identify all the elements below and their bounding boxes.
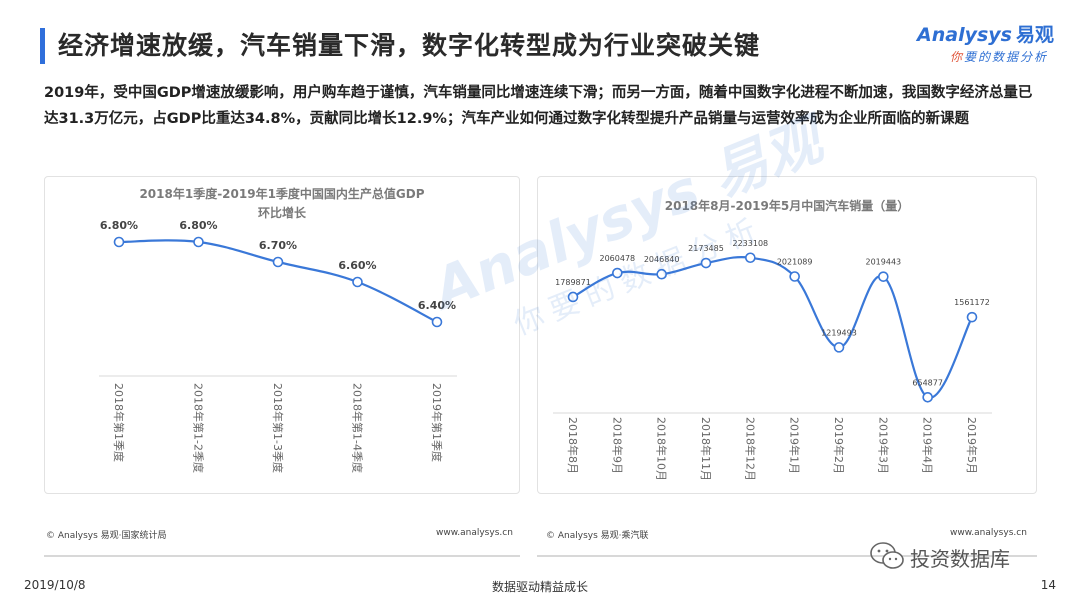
data-point bbox=[612, 267, 623, 279]
logo-chinese: 易观 bbox=[1015, 24, 1054, 46]
logo-english: Analysys bbox=[917, 24, 1012, 46]
data-point bbox=[922, 392, 933, 403]
data-point bbox=[567, 291, 579, 303]
x-tick-label: 2019年5月 bbox=[965, 417, 979, 474]
auto-sales-chart-panel: 2018年8月-2019年5月中国汽车销量（量） 1789871 2018年8月 2… bbox=[537, 176, 1037, 494]
wechat-icon bbox=[870, 542, 904, 569]
data-label: 6.80% bbox=[179, 219, 217, 232]
data-label: 2173485 bbox=[688, 244, 724, 253]
data-label: 2019443 bbox=[866, 258, 902, 267]
x-tick-label: 2018年9月 bbox=[610, 417, 624, 474]
data-point bbox=[656, 268, 667, 280]
x-tick-label: 2018年11月 bbox=[699, 417, 713, 481]
data-label: 2060478 bbox=[600, 254, 636, 263]
auto-sales-chart-site: www.analysys.cn bbox=[950, 528, 1027, 538]
gdp-chart-subtitle: 环比增长 bbox=[257, 206, 306, 220]
x-tick-label: 2018年第1-4季度 bbox=[351, 383, 365, 473]
wechat-badge: 投资数据库 bbox=[870, 538, 1060, 574]
wechat-account-name: 投资数据库 bbox=[910, 547, 1010, 571]
auto-sales-chart-source: © Analysys 易观·乘汽联 bbox=[546, 531, 649, 541]
page-number: 14 bbox=[1040, 578, 1056, 592]
data-label: 1561172 bbox=[954, 298, 990, 307]
auto-sales-line-chart: 1789871 2018年8月 2060478 2018年9月 2046840 2018年… bbox=[553, 239, 992, 481]
data-point bbox=[789, 271, 800, 282]
x-tick-label: 2019年4月 bbox=[921, 417, 935, 474]
data-point bbox=[966, 311, 978, 323]
x-tick-label: 2018年12月 bbox=[743, 417, 757, 481]
x-tick-label: 2018年10月 bbox=[655, 417, 669, 481]
data-label: 2021089 bbox=[777, 258, 813, 267]
data-label: 6.40% bbox=[418, 299, 456, 312]
footer-slogan: 数据驱动精益成长 bbox=[491, 580, 588, 594]
series-line bbox=[118, 239, 438, 323]
x-tick-label: 2018年8月 bbox=[566, 417, 580, 474]
x-tick-label: 2019年1月 bbox=[788, 417, 802, 474]
gdp-line-chart: 6.80% 2018年第1季度 6.80% 2018年第1-2季度 6.70% 2018年… bbox=[99, 219, 457, 473]
intro-paragraph: 2019年，受中国GDP增速放缓影响，用户购车趋于谨慎，汽车销量同比增速连续下滑… bbox=[44, 85, 1033, 127]
data-point bbox=[431, 316, 443, 328]
gdp-chart-source: © Analysys 易观·国家统计局 bbox=[46, 531, 167, 541]
x-tick-label: 2019年第1季度 bbox=[430, 383, 444, 462]
x-tick-label: 2019年2月 bbox=[832, 417, 846, 474]
data-label: 1789871 bbox=[555, 278, 591, 287]
data-point bbox=[272, 256, 284, 268]
right-bottom-rule bbox=[537, 555, 1037, 557]
x-tick-label: 2018年第1-2季度 bbox=[192, 383, 206, 473]
data-label: 6.70% bbox=[259, 239, 297, 252]
series-line bbox=[572, 256, 973, 399]
data-point bbox=[352, 276, 363, 288]
data-label: 654877 bbox=[912, 378, 943, 387]
footer-date: 2019/10/8 bbox=[24, 578, 86, 592]
data-label: 2046840 bbox=[644, 255, 680, 264]
auto-sales-chart-title: 2018年8月-2019年5月中国汽车销量（量） bbox=[664, 199, 910, 213]
gdp-chart-site: www.analysys.cn bbox=[436, 528, 513, 538]
gdp-chart-title: 2018年1季度-2019年1季度中国国内生产总值GDP bbox=[139, 187, 425, 201]
data-label: 6.80% bbox=[100, 219, 138, 232]
data-point bbox=[878, 271, 889, 282]
data-label: 6.60% bbox=[338, 259, 376, 272]
data-label: 1219493 bbox=[821, 328, 857, 337]
data-point bbox=[833, 342, 845, 353]
gdp-chart-panel: 2018年1季度-2019年1季度中国国内生产总值GDP 环比增长 6.80% 2… bbox=[44, 176, 520, 494]
data-point bbox=[700, 257, 712, 269]
data-point bbox=[193, 236, 204, 248]
analysys-logo: Analysys 易观 你要的数据分析 bbox=[914, 22, 1054, 70]
x-tick-label: 2018年第1季度 bbox=[112, 383, 126, 462]
title-accent-bar bbox=[40, 28, 45, 64]
data-point bbox=[113, 236, 125, 248]
page-title: 经济增速放缓，汽车销量下滑，数字化转型成为行业突破关键 bbox=[58, 31, 761, 60]
left-bottom-rule bbox=[44, 555, 520, 557]
data-label: 2233108 bbox=[733, 239, 769, 248]
logo-tagline: 你要的数据分析 bbox=[949, 50, 1048, 64]
x-tick-label: 2018年第1-3季度 bbox=[271, 383, 285, 473]
x-tick-label: 2019年3月 bbox=[876, 417, 890, 474]
data-point bbox=[745, 252, 756, 264]
